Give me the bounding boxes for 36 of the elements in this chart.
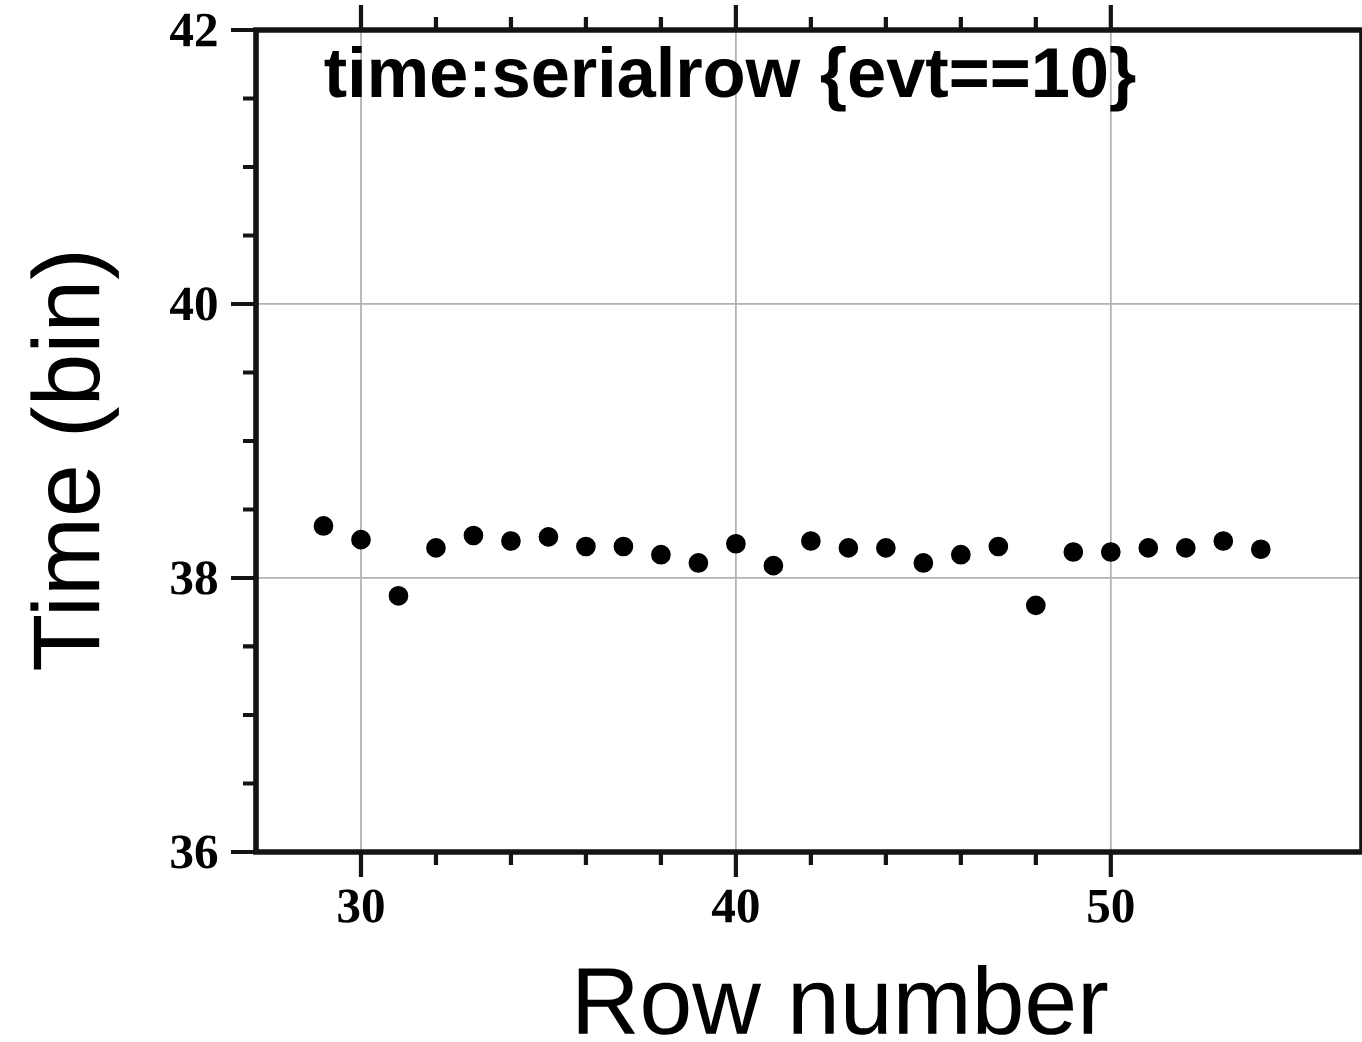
point bbox=[501, 531, 521, 551]
point bbox=[726, 533, 746, 554]
y-axis-title: Time (bin) bbox=[30, 254, 119, 670]
point bbox=[613, 536, 634, 557]
x-tick-label: 50 bbox=[1088, 889, 1134, 923]
point bbox=[313, 516, 334, 536]
point bbox=[538, 527, 559, 547]
point bbox=[463, 525, 484, 546]
point bbox=[1175, 538, 1196, 558]
point bbox=[351, 529, 371, 550]
point bbox=[838, 538, 859, 558]
x-axis-title: Row number bbox=[578, 965, 1108, 1035]
point bbox=[988, 536, 1009, 557]
y-tick-label: 38 bbox=[171, 561, 217, 595]
point bbox=[1025, 595, 1046, 616]
point bbox=[1100, 542, 1121, 562]
point bbox=[576, 536, 596, 557]
x-tick-label: 40 bbox=[711, 889, 759, 923]
y-tick-label: 42 bbox=[170, 13, 217, 47]
point bbox=[388, 585, 409, 606]
point bbox=[688, 553, 709, 573]
point bbox=[801, 531, 821, 551]
point bbox=[1138, 538, 1159, 558]
point bbox=[913, 553, 934, 573]
point bbox=[763, 555, 784, 576]
y-tick-label: 40 bbox=[170, 287, 217, 321]
point bbox=[1250, 539, 1271, 560]
point bbox=[1213, 531, 1234, 551]
point bbox=[1063, 542, 1084, 562]
point bbox=[951, 544, 971, 565]
point bbox=[426, 538, 446, 558]
y-tick-label: 36 bbox=[171, 835, 218, 869]
point bbox=[651, 544, 671, 565]
chart-title: time:serialrow {evt==10} bbox=[324, 45, 1136, 112]
x-tick-label: 30 bbox=[338, 889, 384, 923]
point bbox=[876, 538, 896, 558]
